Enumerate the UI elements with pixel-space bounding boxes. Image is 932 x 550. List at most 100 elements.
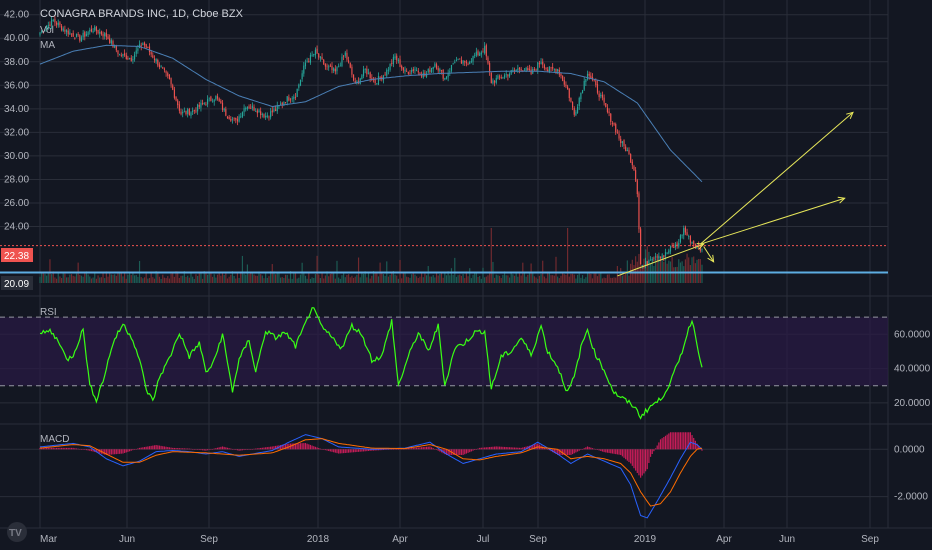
macd-histogram-bar — [366, 449, 368, 452]
candle-body — [427, 68, 429, 73]
macd-histogram-bar — [611, 449, 614, 454]
volume-bar — [701, 264, 703, 283]
candle-body — [495, 78, 497, 83]
rsi-line — [39, 307, 703, 420]
volume-bar — [70, 274, 73, 283]
volume-bar — [197, 275, 199, 283]
macd-histogram-bar — [485, 447, 487, 450]
macd-histogram-bar — [409, 448, 411, 450]
macd-histogram-bar — [497, 446, 499, 450]
volume-bar — [339, 278, 341, 283]
macd-histogram-bar — [571, 449, 574, 455]
candle-body — [640, 229, 642, 265]
volume-bar — [611, 277, 613, 283]
candle-body — [147, 47, 149, 48]
macd-histogram-bar — [42, 447, 44, 450]
macd-histogram-bar — [631, 449, 633, 466]
macd-histogram-bar — [621, 449, 623, 457]
chart-title: CONAGRA BRANDS INC, 1D, Cboe BZX — [40, 8, 244, 20]
candle-body — [180, 111, 182, 115]
macd-histogram-bar — [265, 447, 267, 450]
candle-body — [173, 89, 175, 98]
candle-body — [210, 96, 212, 101]
volume-bar — [120, 272, 122, 283]
macd-histogram-bar — [396, 449, 398, 450]
candle-body — [57, 22, 59, 26]
candle-body — [669, 246, 672, 252]
candle-body — [406, 70, 408, 72]
macd-histogram-bar — [256, 448, 258, 450]
candle-body — [301, 73, 303, 79]
macd-histogram-bar — [346, 449, 348, 453]
candle-body — [525, 67, 527, 71]
trend-arrow-head — [707, 254, 715, 263]
candle-body — [430, 67, 433, 73]
volume-bar — [170, 273, 172, 283]
candle-body — [421, 75, 423, 77]
macd-histogram-bar — [520, 447, 522, 450]
macd-histogram-bar — [331, 449, 333, 452]
volume-bar — [100, 277, 102, 283]
volume-bar — [366, 277, 368, 283]
macd-histogram-bar — [54, 447, 56, 450]
macd-histogram-bar — [412, 447, 414, 450]
candle-body — [598, 93, 600, 98]
candle-body — [223, 108, 225, 111]
volume-bar — [572, 273, 574, 283]
volume-bar — [215, 277, 217, 283]
volume-bar — [359, 277, 361, 283]
candle-body — [399, 59, 401, 67]
volume-bar — [260, 274, 262, 283]
macd-histogram-bar — [102, 449, 104, 455]
volume-bar — [172, 273, 174, 283]
macd-histogram-bar — [251, 449, 253, 450]
macd-histogram-bar — [494, 446, 496, 450]
volume-bar — [261, 275, 263, 283]
candle-body — [178, 104, 180, 111]
volume-bar — [543, 276, 545, 283]
macd-histogram-bar — [600, 449, 602, 451]
macd-histogram-bar — [333, 449, 335, 453]
candle-body — [324, 64, 326, 67]
volume-bar — [372, 271, 375, 283]
macd-histogram-bar — [633, 449, 635, 469]
macd-histogram-bar — [570, 449, 572, 455]
candle-body — [396, 55, 398, 61]
macd-histogram-bar — [449, 449, 451, 455]
macd-histogram-bar — [338, 449, 340, 454]
macd-histogram-bar — [503, 446, 506, 450]
macd-histogram-bar — [197, 449, 199, 450]
candle-body — [165, 71, 167, 73]
volume-bar — [658, 255, 660, 283]
macd-histogram-bar — [236, 449, 239, 451]
candle-body — [508, 73, 511, 77]
candle-body — [414, 69, 416, 71]
macd-histogram-bar — [210, 449, 212, 450]
volume-bar — [361, 272, 363, 283]
macd-histogram-bar — [568, 449, 570, 455]
candle-body — [416, 69, 418, 71]
macd-histogram-bar — [148, 446, 151, 450]
macd-histogram-bar — [328, 449, 330, 451]
volume-bar — [452, 274, 454, 283]
macd-histogram-bar — [321, 449, 323, 450]
macd-histogram-bar — [314, 446, 317, 450]
time-tick-label: Mar — [40, 534, 58, 545]
candle-body — [137, 48, 139, 51]
volume-bar — [49, 259, 51, 283]
macd-histogram-bar — [138, 447, 141, 450]
volume-bar — [187, 275, 189, 283]
volume-bar — [674, 267, 677, 283]
macd-histogram-bar — [553, 449, 555, 454]
macd-histogram-bar — [578, 449, 580, 451]
volume-bar — [673, 267, 675, 283]
macd-histogram-bar — [208, 449, 210, 450]
candle-body — [80, 37, 83, 42]
candle-body — [694, 243, 696, 248]
candle-body — [426, 73, 428, 77]
volume-bar — [472, 274, 474, 283]
volume-bar — [562, 272, 564, 283]
macd-histogram-bar — [513, 447, 516, 450]
candle-body — [563, 80, 565, 85]
